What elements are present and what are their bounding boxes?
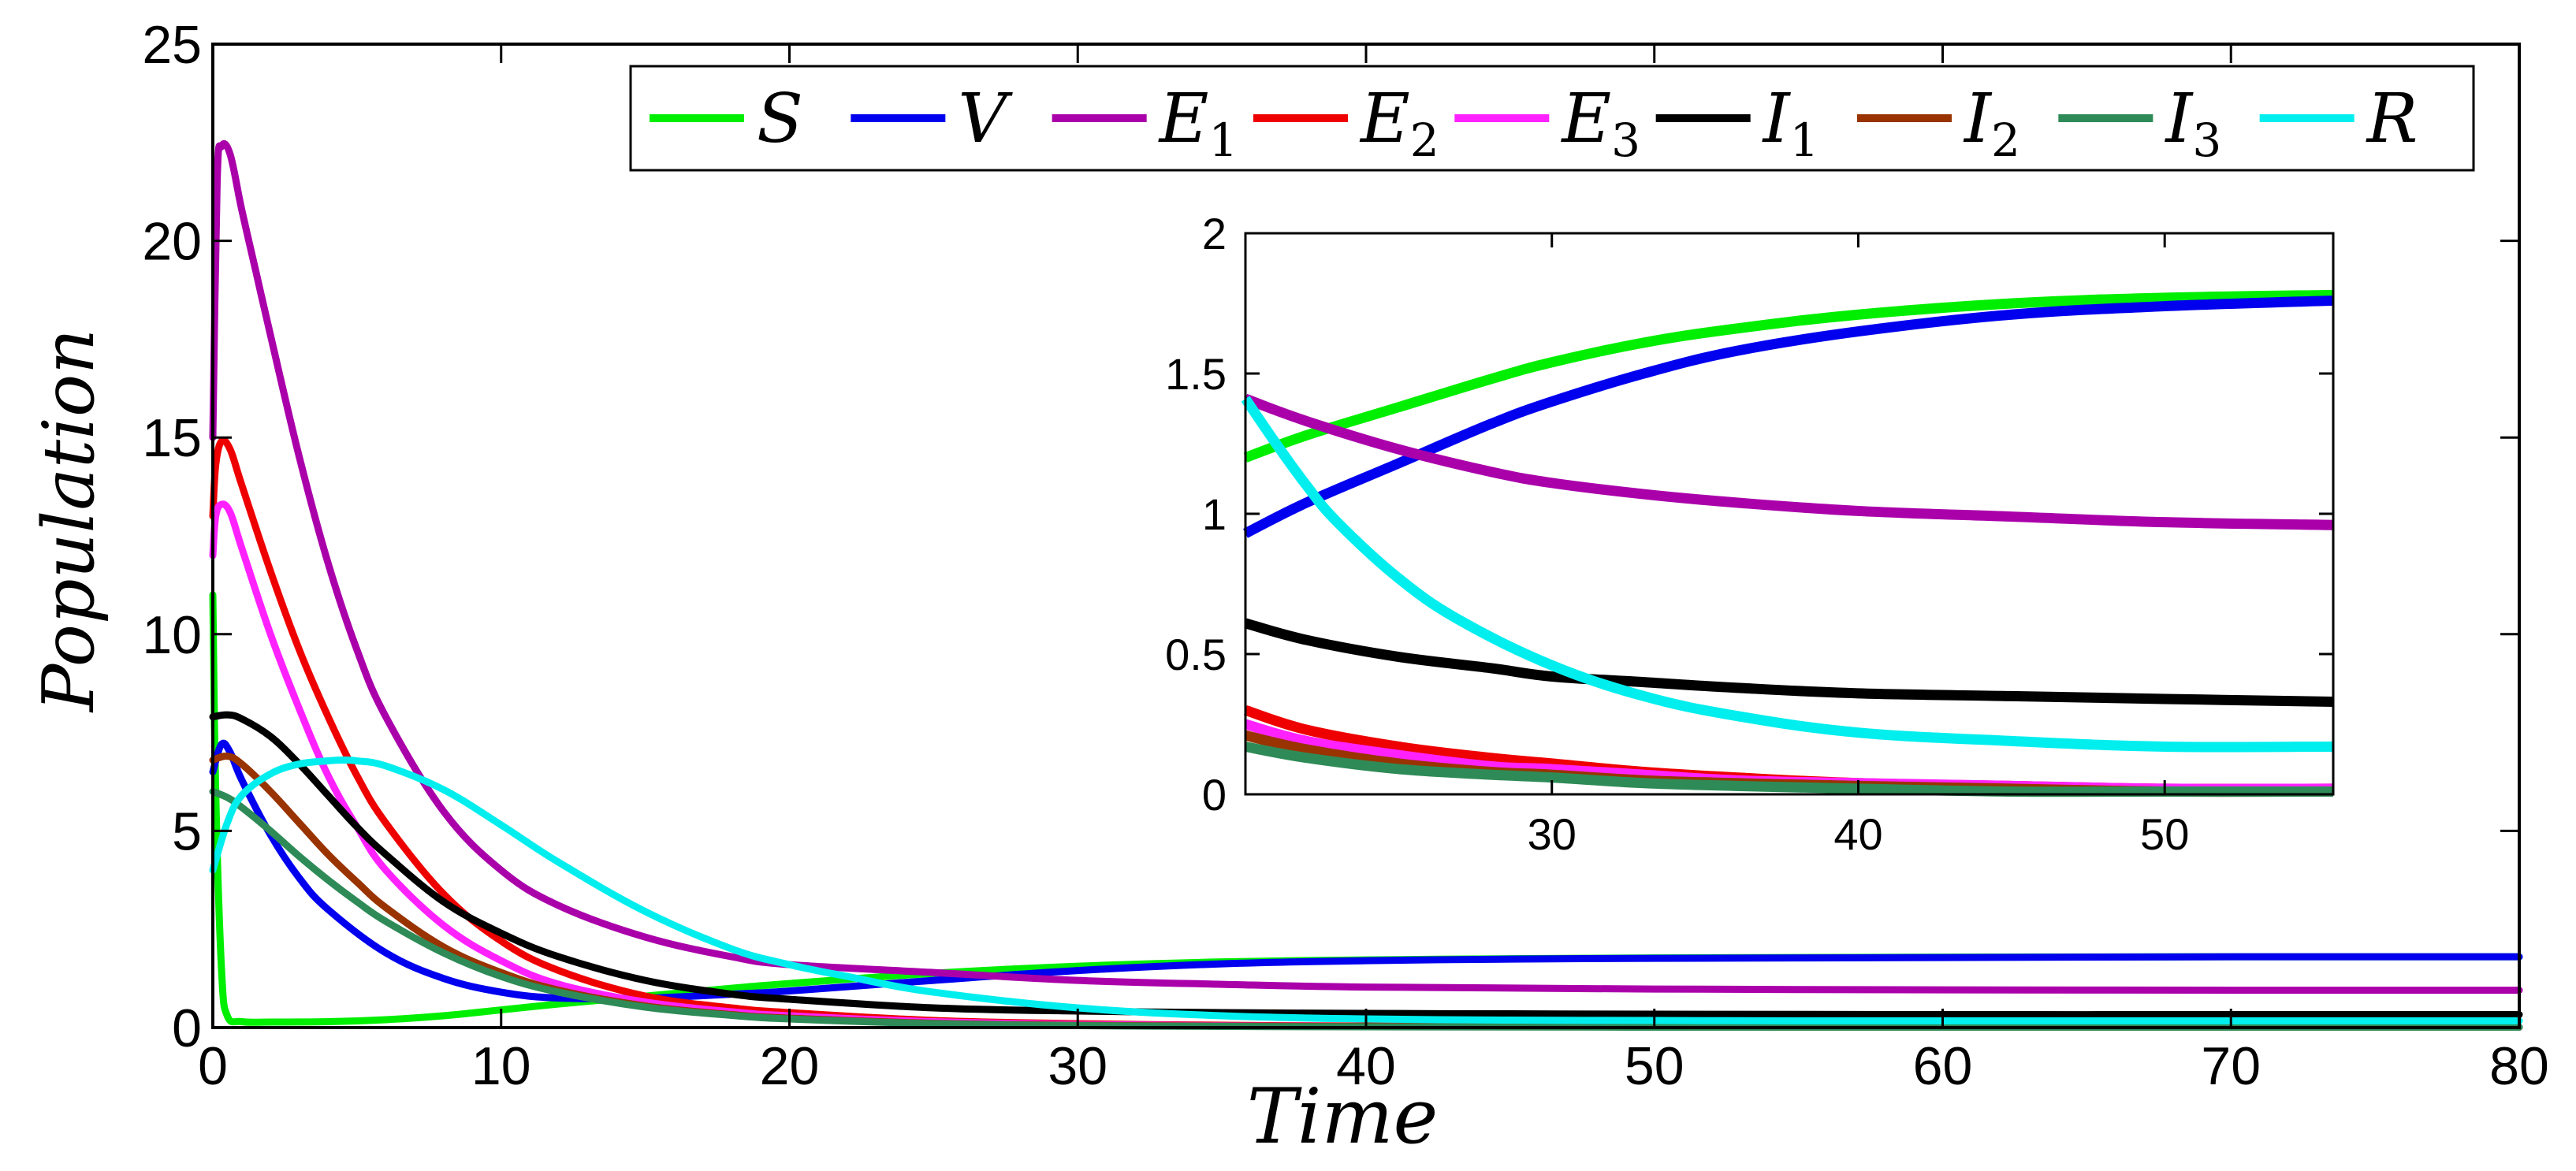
inset-y-tick-label: 0 (1202, 770, 1227, 820)
main-series-line-i1 (209, 711, 2523, 1019)
legend-entry-e3: E3 (1454, 80, 1640, 167)
main-series-line-r (209, 757, 2523, 1025)
legend-label: I3 (2164, 80, 2221, 167)
legend-label: I2 (1963, 80, 2020, 167)
legend-label: I1 (1762, 80, 1819, 167)
x-axis-title: Time (1247, 1072, 1439, 1161)
inset-series-line-r (1241, 396, 2334, 753)
inset-y-tick-label: 1.5 (1165, 349, 1227, 399)
legend: S V E1 E2 E3 I1 I2 I3 R (629, 65, 2475, 172)
legend-entry-e1: E1 (1052, 80, 1238, 167)
x-tick-label: 50 (1625, 1036, 1684, 1096)
x-tick-label: 10 (471, 1036, 531, 1096)
x-tick-label: 0 (198, 1036, 228, 1096)
legend-entry-r: R (2259, 80, 2418, 158)
legend-label: R (2366, 80, 2418, 158)
inset-series-group (1241, 289, 2334, 797)
legend-entry-i3: I3 (2058, 80, 2221, 167)
inset-x-tick-label: 30 (1528, 809, 1576, 859)
inset-x-tick-label: 50 (2140, 809, 2189, 859)
x-tick-label: 40 (1336, 1036, 1396, 1096)
legend-label: E2 (1359, 80, 1439, 167)
inset-series-line-s (1243, 289, 2334, 463)
legend-entry-s: S (650, 80, 803, 158)
inset-plot: 30 40 50 0 0.5 1 1.5 2 (1111, 209, 2357, 873)
legend-entry-v: V (851, 80, 1013, 158)
x-tick-label: 60 (1913, 1036, 1973, 1096)
inset-series-line-e1 (1243, 393, 2334, 530)
legend-label: E3 (1560, 80, 1640, 167)
y-tick-label: 10 (142, 605, 202, 665)
inset-x-tick-label: 40 (1833, 809, 1882, 859)
inset-series-line-v (1243, 295, 2334, 538)
y-tick-label: 5 (172, 801, 202, 861)
inset-y-tick-label: 0.5 (1165, 630, 1227, 679)
inset-y-tick-label: 1 (1202, 489, 1227, 539)
x-tick-label: 30 (1048, 1036, 1107, 1096)
x-tick-label: 20 (760, 1036, 820, 1096)
main-series-line-e1 (209, 139, 2523, 994)
inset-series-line-i1 (1244, 618, 2334, 708)
legend-items: S V E1 E2 E3 I1 I2 I3 R (650, 80, 2418, 167)
legend-entry-e2: E2 (1253, 80, 1439, 167)
y-tick-label: 25 (142, 15, 202, 75)
y-tick-label: 15 (142, 408, 202, 468)
inset-ticks: 30 40 50 0 0.5 1 1.5 2 (1165, 209, 2333, 859)
y-axis-title: Population (28, 329, 110, 713)
legend-entry-i2: I2 (1857, 80, 2020, 167)
x-tick-label: 80 (2489, 1036, 2549, 1096)
y-tick-label: 20 (142, 212, 202, 272)
legend-label: V (958, 80, 1013, 158)
legend-label: S (757, 80, 803, 158)
legend-label: E1 (1158, 80, 1238, 167)
y-tick-label: 0 (172, 998, 202, 1058)
inset-y-tick-label: 2 (1202, 209, 1227, 258)
legend-entry-i1: I1 (1655, 80, 1819, 167)
main-series-line-v (209, 739, 2523, 1002)
inset-series-line-i3 (1244, 742, 2333, 797)
x-tick-label: 70 (2201, 1036, 2261, 1096)
